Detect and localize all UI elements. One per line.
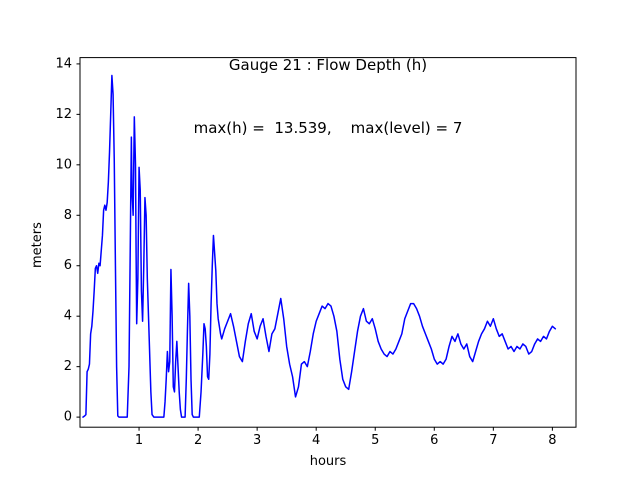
data-line-flow-depth — [82, 74, 557, 418]
x-tick-label: 6 — [430, 433, 438, 448]
y-axis-label: meters — [30, 222, 45, 268]
x-tick-label: 5 — [371, 433, 379, 448]
x-tick-label: 1 — [135, 433, 143, 448]
y-tick-label: 8 — [64, 208, 72, 223]
x-tick-label: 4 — [312, 433, 320, 448]
x-axis-label: hours — [309, 454, 347, 469]
x-tick-label: 2 — [194, 433, 202, 448]
chart-title: Gauge 21 : Flow Depth (h) — [228, 56, 428, 74]
chart-subtitle: max(h) = 13.539, max(level) = 7 — [193, 119, 463, 137]
y-tick-label: 10 — [55, 157, 72, 172]
x-tick-label: 3 — [253, 433, 261, 448]
x-tick-label: 7 — [489, 433, 497, 448]
y-tick-label: 6 — [64, 258, 72, 273]
y-tick-label: 0 — [64, 410, 72, 425]
chart-title-block: Gauge 21 : Flow Depth (h) max(h) = 13.53… — [80, 13, 576, 181]
y-tick-label: 12 — [55, 107, 72, 122]
y-tick-label: 2 — [64, 359, 72, 374]
x-tick-label: 8 — [548, 433, 556, 448]
y-tick-label: 4 — [64, 309, 72, 324]
axes-frame — [79, 57, 577, 428]
y-tick-label: 14 — [55, 56, 72, 71]
